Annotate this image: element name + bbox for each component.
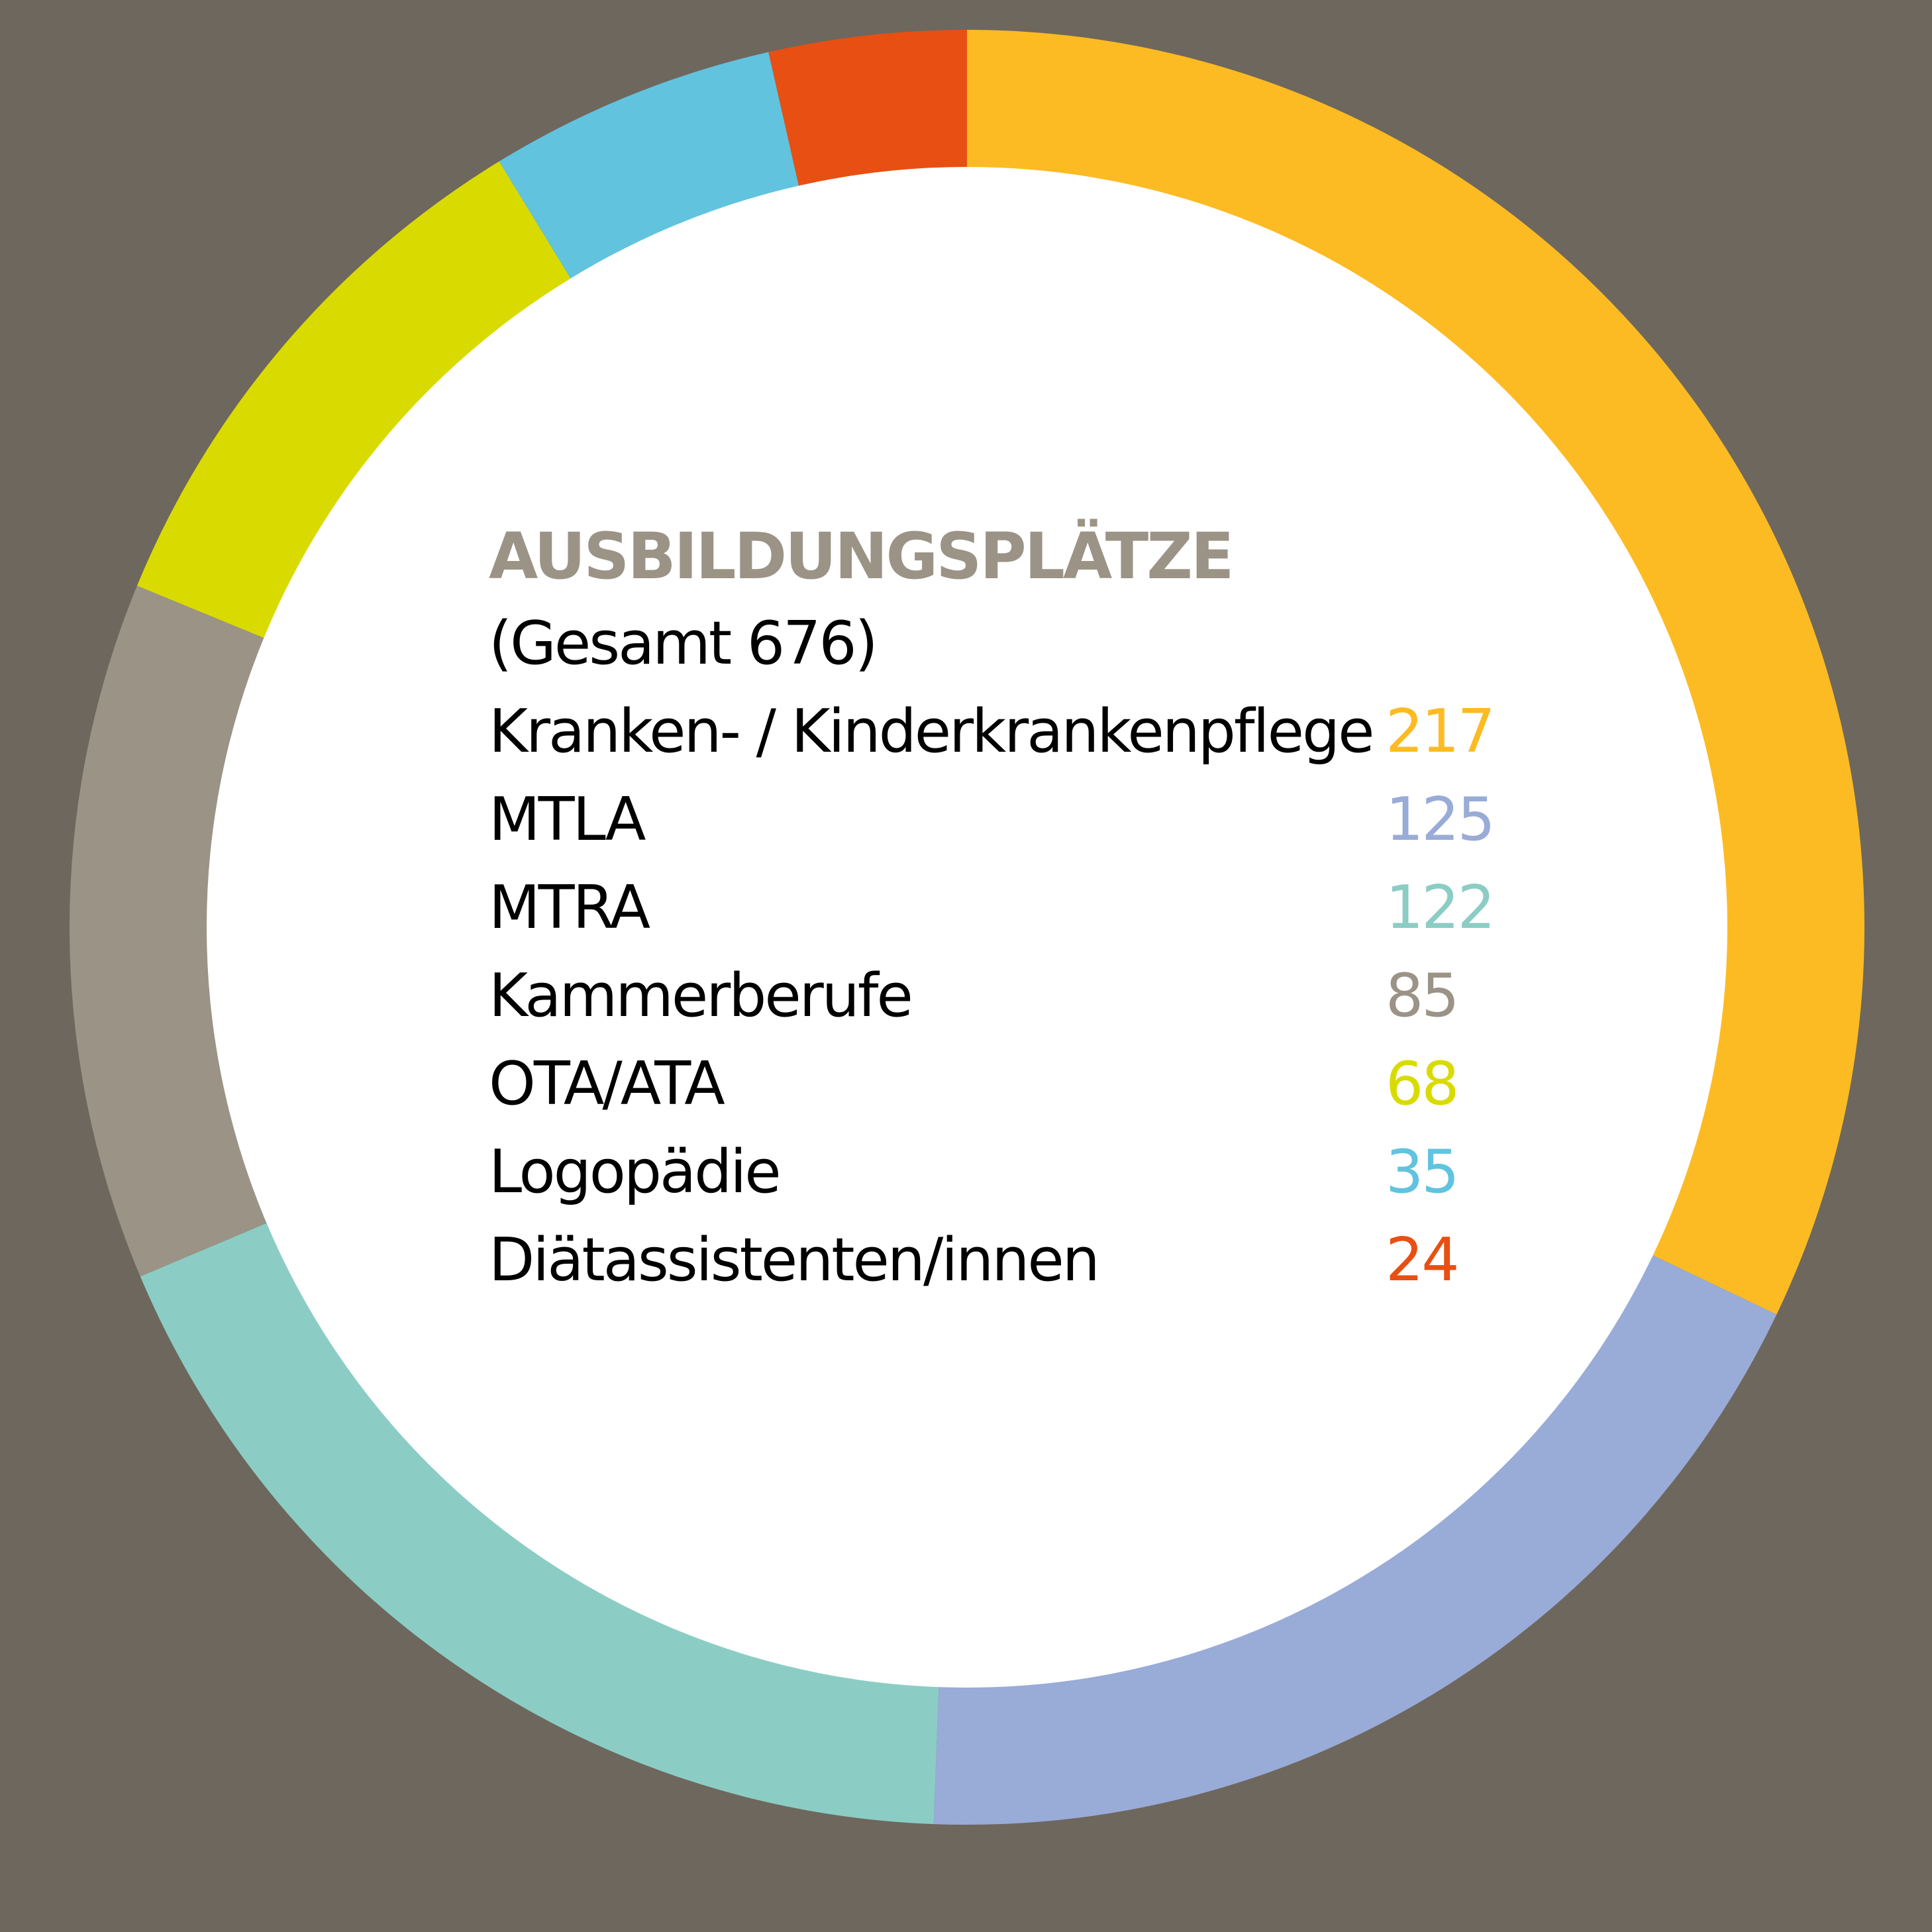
legend-label: Diätassistenten/innen xyxy=(489,1225,1100,1295)
legend-label: MTLA xyxy=(489,785,646,854)
legend-row: Diätassistenten/innen 24 xyxy=(489,1216,1549,1304)
legend-value: 68 xyxy=(1386,1049,1460,1119)
legend-row: Logopädie 35 xyxy=(489,1128,1549,1216)
legend-value: 35 xyxy=(1386,1137,1460,1207)
legend-value: 125 xyxy=(1386,785,1496,854)
legend: AUSBILDUNGSPLÄTZE (Gesamt 676) Kranken- … xyxy=(489,513,1549,1304)
legend-label: MTRA xyxy=(489,873,650,942)
legend-row: MTLA 125 xyxy=(489,776,1549,864)
legend-label: OTA/ATA xyxy=(489,1049,725,1119)
legend-label: Kammerberufe xyxy=(489,961,913,1031)
legend-value: 217 xyxy=(1386,697,1496,766)
chart-subtitle: (Gesamt 676) xyxy=(489,609,878,678)
legend-value: 85 xyxy=(1386,961,1460,1031)
legend-row: Kammerberufe 85 xyxy=(489,952,1549,1040)
legend-row: Kranken- / Kinderkrankenpflege 217 xyxy=(489,687,1549,776)
legend-label: Logopädie xyxy=(489,1137,782,1207)
legend-row: MTRA 122 xyxy=(489,864,1549,952)
donut-hole xyxy=(207,167,1727,1688)
legend-row: OTA/ATA 68 xyxy=(489,1040,1549,1128)
legend-value: 24 xyxy=(1386,1225,1460,1295)
legend-value: 122 xyxy=(1386,873,1496,942)
chart-title: AUSBILDUNGSPLÄTZE xyxy=(489,519,1234,593)
legend-label: Kranken- / Kinderkrankenpflege xyxy=(489,697,1374,766)
